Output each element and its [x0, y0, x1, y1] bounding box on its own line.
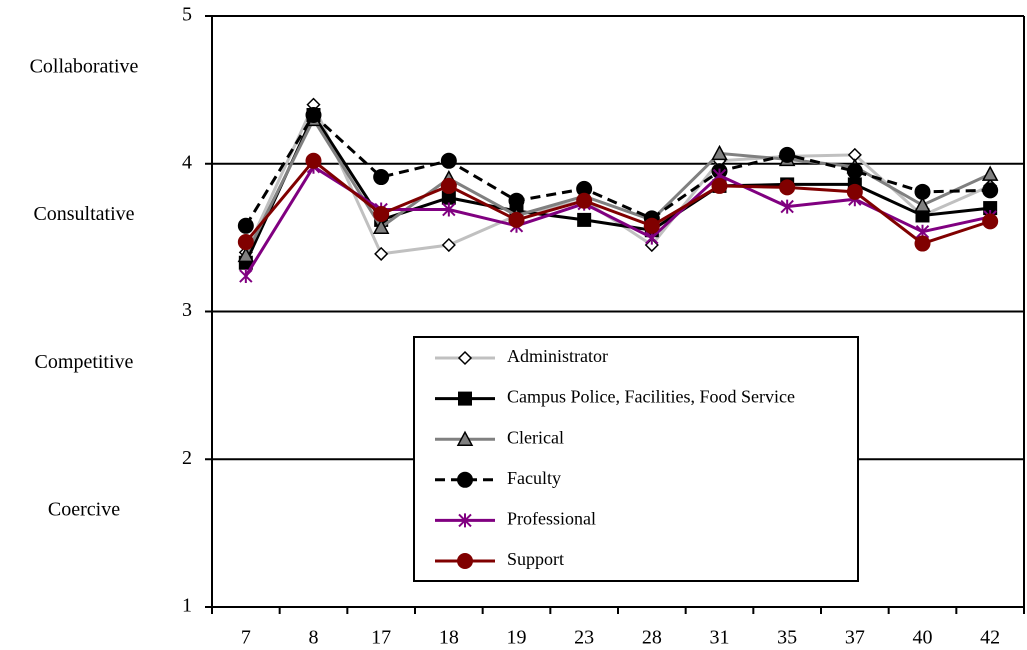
marker: [982, 213, 999, 230]
marker: [846, 183, 863, 200]
marker: [577, 212, 592, 227]
marker: [914, 196, 931, 212]
marker: [779, 179, 796, 196]
marker: [239, 269, 253, 284]
marker: [305, 106, 322, 123]
marker: [779, 146, 796, 163]
marker: [711, 177, 728, 194]
marker: [305, 152, 322, 169]
marker: [982, 182, 999, 199]
marker: [457, 471, 473, 488]
x-tick-label: 28: [642, 627, 662, 649]
legend-label: Faculty: [507, 468, 561, 488]
marker: [780, 199, 794, 214]
marker: [508, 211, 525, 228]
marker: [508, 192, 525, 209]
x-tick-label: 40: [913, 627, 933, 649]
marker: [442, 202, 456, 217]
series-line: [244, 158, 991, 246]
legend-label: Administrator: [507, 346, 608, 366]
marker: [711, 144, 728, 161]
legend-label: Support: [507, 549, 564, 569]
marker: [576, 192, 593, 209]
marker: [237, 234, 254, 251]
series: [237, 110, 999, 263]
marker: [440, 152, 457, 169]
legend: Administrator Campus Police, Facilities, …: [413, 336, 859, 582]
marker: [372, 218, 390, 235]
marker: [237, 246, 255, 263]
marker: [914, 235, 931, 252]
series-line: [244, 112, 991, 227]
band-label: Coercive: [48, 499, 120, 521]
marker: [914, 183, 931, 200]
marker: [981, 165, 999, 181]
marker: [457, 553, 473, 569]
x-tick-label: 42: [980, 627, 1000, 649]
y-tick-label: 2: [182, 447, 192, 469]
x-tick-label: 17: [371, 627, 391, 649]
x-tick-label: 35: [777, 627, 797, 649]
marker: [440, 177, 457, 194]
series: [239, 159, 997, 284]
y-tick-label: 3: [182, 299, 192, 321]
x-tick-label: 31: [710, 627, 730, 649]
x-tick-label: 19: [507, 627, 527, 649]
series-line: [244, 164, 991, 277]
marker: [457, 350, 473, 366]
marker: [374, 246, 389, 261]
marker: [458, 391, 472, 406]
series-line: [244, 101, 991, 256]
legend-box: [413, 336, 859, 582]
marker: [237, 217, 254, 234]
x-tick-label: 37: [845, 627, 865, 649]
band-label: Competitive: [35, 351, 134, 373]
x-tick-label: 7: [241, 627, 251, 649]
x-tick-label: 8: [309, 627, 319, 649]
y-tick-label: 1: [182, 595, 192, 617]
band-label: Consultative: [33, 203, 134, 225]
marker: [846, 163, 863, 180]
series: [237, 106, 999, 234]
marker: [458, 513, 472, 528]
legend-label: Professional: [507, 509, 596, 529]
marker: [441, 237, 456, 253]
marker: [373, 169, 390, 186]
legend-label: Clerical: [507, 427, 564, 447]
series: [237, 152, 999, 252]
legend-label: Campus Police, Facilities, Food Service: [507, 387, 795, 407]
y-tick-label: 4: [182, 151, 192, 173]
x-tick-label: 18: [439, 627, 459, 649]
band-label: Collaborative: [30, 55, 139, 77]
x-tick-label: 23: [574, 627, 594, 649]
marker: [643, 217, 660, 234]
series-line: [244, 116, 991, 257]
y-tick-label: 5: [182, 4, 192, 26]
marker: [373, 205, 390, 222]
marker: [456, 430, 474, 446]
